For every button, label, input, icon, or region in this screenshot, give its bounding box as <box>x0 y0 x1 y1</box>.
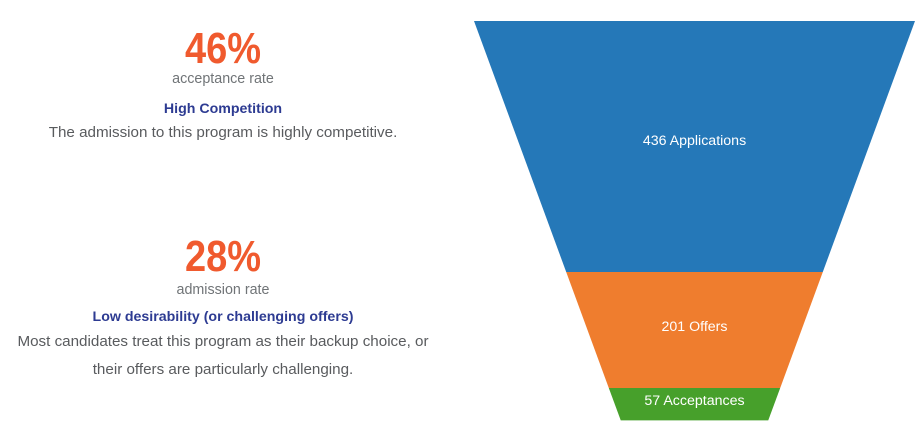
svg-text:436 Applications: 436 Applications <box>643 133 746 149</box>
svg-text:57 Acceptances: 57 Acceptances <box>644 393 744 409</box>
svg-text:201 Offers: 201 Offers <box>662 319 728 335</box>
